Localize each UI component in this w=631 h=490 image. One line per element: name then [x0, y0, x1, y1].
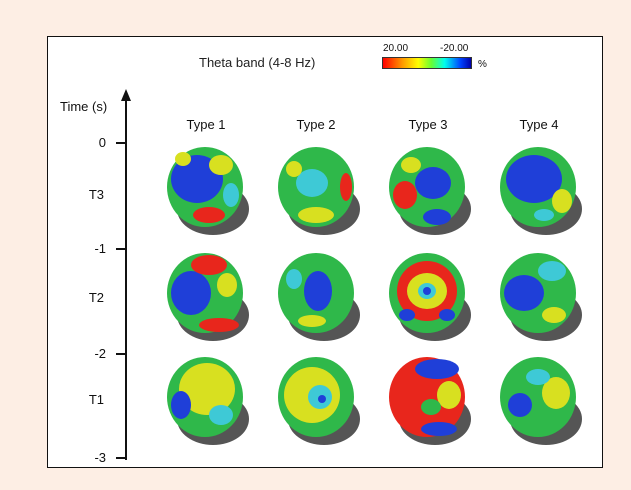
row-label-t3: T3 [88, 187, 104, 202]
time-axis [116, 89, 131, 460]
time-axis-arrow [121, 89, 131, 101]
head-t3-type3 [389, 147, 471, 235]
row-label-t1: T1 [88, 392, 104, 407]
column-label-type-3: Type 3 [408, 117, 448, 132]
head-t1-type2 [278, 357, 360, 445]
head-t1-type1 [167, 357, 249, 445]
head-t3-type4 [500, 147, 582, 235]
colorbar-min-label: -20.00 [440, 43, 469, 54]
colorbar-unit: % [478, 59, 487, 70]
colorbar [382, 57, 472, 69]
head-t1-type3 [389, 357, 471, 445]
figure-panel: Theta band (4-8 Hz) 20.00 -20.00 % Time … [47, 36, 603, 468]
figure-title: Theta band (4-8 Hz) [199, 55, 316, 70]
column-label-type-2: Type 2 [296, 117, 336, 132]
colorbar-max-label: 20.00 [383, 43, 409, 54]
head-t1-type4 [500, 357, 582, 445]
row-label-t2: T2 [88, 290, 104, 305]
head-t2-type1 [167, 253, 249, 341]
tick-label-2: -2 [94, 346, 106, 361]
head-t2-type2 [278, 253, 360, 341]
column-label-type-1: Type 1 [186, 117, 226, 132]
tick-label-0: 0 [98, 135, 106, 150]
head-t2-type3 [389, 253, 471, 341]
column-label-type-4: Type 4 [519, 117, 559, 132]
head-t3-type2 [278, 147, 360, 235]
tick-label-3: -3 [94, 450, 106, 465]
head-t2-type4 [500, 253, 582, 341]
head-t3-type1 [167, 147, 249, 235]
time-axis-label: Time (s) [60, 99, 108, 114]
tick-label-1: -1 [94, 241, 106, 256]
